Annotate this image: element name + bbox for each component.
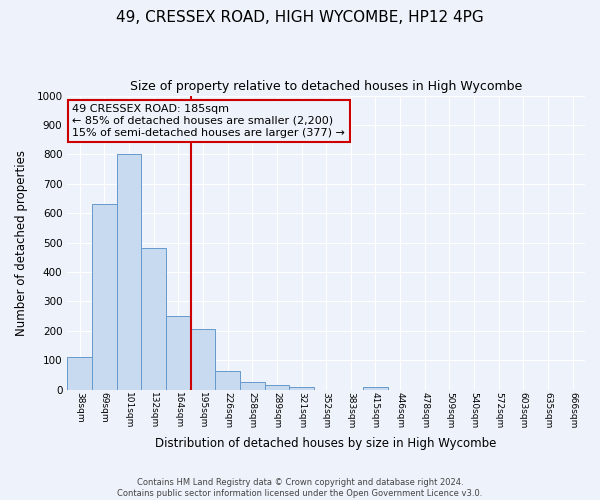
- Bar: [166, 316, 191, 390]
- X-axis label: Distribution of detached houses by size in High Wycombe: Distribution of detached houses by size …: [155, 437, 497, 450]
- Bar: [67, 357, 92, 390]
- Bar: [191, 330, 215, 390]
- Bar: [116, 154, 141, 390]
- Bar: [92, 204, 116, 390]
- Bar: [265, 384, 289, 390]
- Text: 49 CRESSEX ROAD: 185sqm
← 85% of detached houses are smaller (2,200)
15% of semi: 49 CRESSEX ROAD: 185sqm ← 85% of detache…: [73, 104, 346, 138]
- Text: 49, CRESSEX ROAD, HIGH WYCOMBE, HP12 4PG: 49, CRESSEX ROAD, HIGH WYCOMBE, HP12 4PG: [116, 10, 484, 25]
- Bar: [289, 386, 314, 390]
- Y-axis label: Number of detached properties: Number of detached properties: [15, 150, 28, 336]
- Bar: [240, 382, 265, 390]
- Title: Size of property relative to detached houses in High Wycombe: Size of property relative to detached ho…: [130, 80, 522, 93]
- Text: Contains HM Land Registry data © Crown copyright and database right 2024.
Contai: Contains HM Land Registry data © Crown c…: [118, 478, 482, 498]
- Bar: [363, 386, 388, 390]
- Bar: [141, 248, 166, 390]
- Bar: [215, 372, 240, 390]
